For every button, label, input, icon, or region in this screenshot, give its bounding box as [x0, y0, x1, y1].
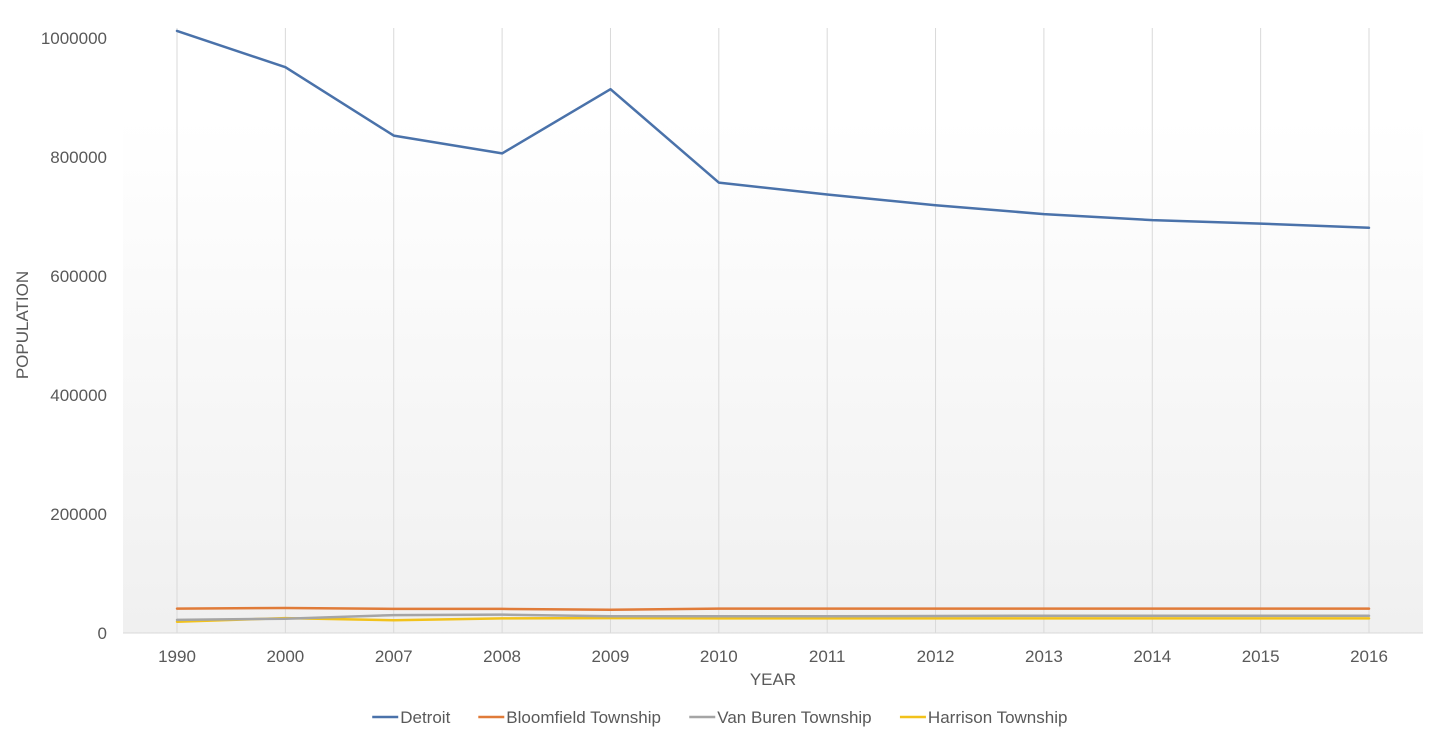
- series-line-detroit: [175, 29, 1371, 230]
- x-tick-label: 2000: [266, 647, 304, 666]
- y-axis-title: POPULATION: [13, 271, 32, 379]
- x-tick-label: 2013: [1025, 647, 1063, 666]
- x-tick-label: 2010: [700, 647, 738, 666]
- x-tick-label: 1990: [158, 647, 196, 666]
- series-line-bloomfield-township: [175, 606, 1371, 612]
- y-tick-label: 800000: [50, 148, 107, 167]
- y-tick-label: 600000: [50, 267, 107, 286]
- gridlines: [176, 28, 1370, 633]
- series-line-harrison-township: [175, 616, 1371, 623]
- y-tick-label: 0: [98, 624, 107, 643]
- series-lines: [175, 29, 1371, 623]
- series-line-van-buren-township: [175, 613, 1371, 622]
- x-tick-label: 2011: [809, 647, 846, 666]
- y-axis-ticks: 0 200000 400000 600000 800000 1000000: [41, 29, 107, 643]
- plot-background: [123, 118, 1423, 633]
- legend: Detroit Bloomfield Township Van Buren Town…: [372, 708, 1067, 727]
- x-tick-label: 2016: [1350, 647, 1388, 666]
- x-axis-title: YEAR: [750, 670, 796, 689]
- y-tick-label: 200000: [50, 505, 107, 524]
- x-axis-ticks: 1990 2000 2007 2008 2009 2010 2011 2012 2013 2014…: [158, 647, 1388, 666]
- x-tick-label: 2012: [917, 647, 955, 666]
- legend-label-van-buren-township: Van Buren Township: [717, 708, 871, 727]
- legend-label-harrison-township: Harrison Township: [928, 708, 1068, 727]
- y-tick-label: 1000000: [41, 29, 107, 48]
- x-tick-label: 2007: [375, 647, 413, 666]
- y-tick-label: 400000: [50, 386, 107, 405]
- x-tick-label: 2015: [1242, 647, 1280, 666]
- x-tick-label: 2009: [592, 647, 630, 666]
- legend-label-bloomfield-township: Bloomfield Township: [506, 708, 661, 727]
- legend-label-detroit: Detroit: [400, 708, 450, 727]
- x-tick-label: 2014: [1133, 647, 1171, 666]
- x-tick-label: 2008: [483, 647, 521, 666]
